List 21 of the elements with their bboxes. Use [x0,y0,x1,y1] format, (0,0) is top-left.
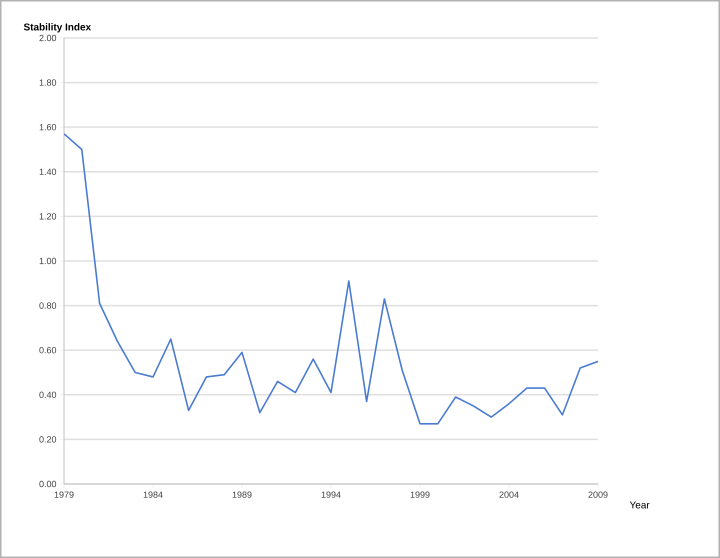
y-axis-title: Stability Index [24,23,91,32]
x-tick-label: 1999 [410,492,430,498]
y-tick-label: 2.00 [39,34,56,42]
x-axis-title: Year [630,502,650,508]
y-tick-label: 1.00 [40,258,56,264]
y-tick-label: 1.20 [40,213,56,220]
x-tick-label: 1984 [144,492,163,498]
x-tick-label: 2009 [588,492,608,498]
x-tick-label: 1994 [322,492,341,498]
x-tick-label: 2004 [499,492,519,498]
line-series [64,133,598,425]
y-tick-label: 1.40 [40,168,56,175]
x-tick-label: 1989 [232,492,252,498]
y-tick-label: 0.00 [39,480,56,488]
y-tick-label: 1.60 [40,124,56,130]
y-tick-label: 0.20 [39,436,56,443]
y-tick-label: 0.60 [39,347,56,354]
y-tick-label: 0.40 [39,392,56,398]
y-tick-label: 1.80 [40,79,56,86]
y-tick-label: 0.80 [39,302,56,309]
x-tick-label: 1979 [54,492,74,498]
